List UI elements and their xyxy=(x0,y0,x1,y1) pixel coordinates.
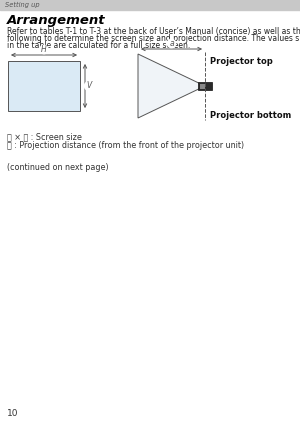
Text: Projector top: Projector top xyxy=(210,58,273,66)
Text: a: a xyxy=(169,39,174,48)
Bar xyxy=(198,82,212,90)
Bar xyxy=(0,0,300,10)
Text: V: V xyxy=(86,81,91,90)
Text: in the table are calculated for a full size screen.: in the table are calculated for a full s… xyxy=(7,41,190,50)
Text: ⓗ × ⓖ : Screen size: ⓗ × ⓖ : Screen size xyxy=(7,132,82,141)
Text: (continued on next page): (continued on next page) xyxy=(7,163,109,172)
Polygon shape xyxy=(138,54,205,118)
Text: Refer to tables T-1 to T-3 at the back of User’s Manual (concise) as well as the: Refer to tables T-1 to T-3 at the back o… xyxy=(7,27,300,36)
Text: ⓐ : Projection distance (from the front of the projector unit): ⓐ : Projection distance (from the front … xyxy=(7,141,244,150)
Text: Arrangement: Arrangement xyxy=(7,14,106,27)
Bar xyxy=(200,83,205,89)
Bar xyxy=(8,61,80,111)
Text: following to determine the screen size and projection distance. The values shown: following to determine the screen size a… xyxy=(7,34,300,43)
Text: 10: 10 xyxy=(7,409,19,418)
Text: H: H xyxy=(41,45,47,54)
Text: Setting up: Setting up xyxy=(5,2,40,8)
Text: Projector bottom: Projector bottom xyxy=(210,112,291,121)
